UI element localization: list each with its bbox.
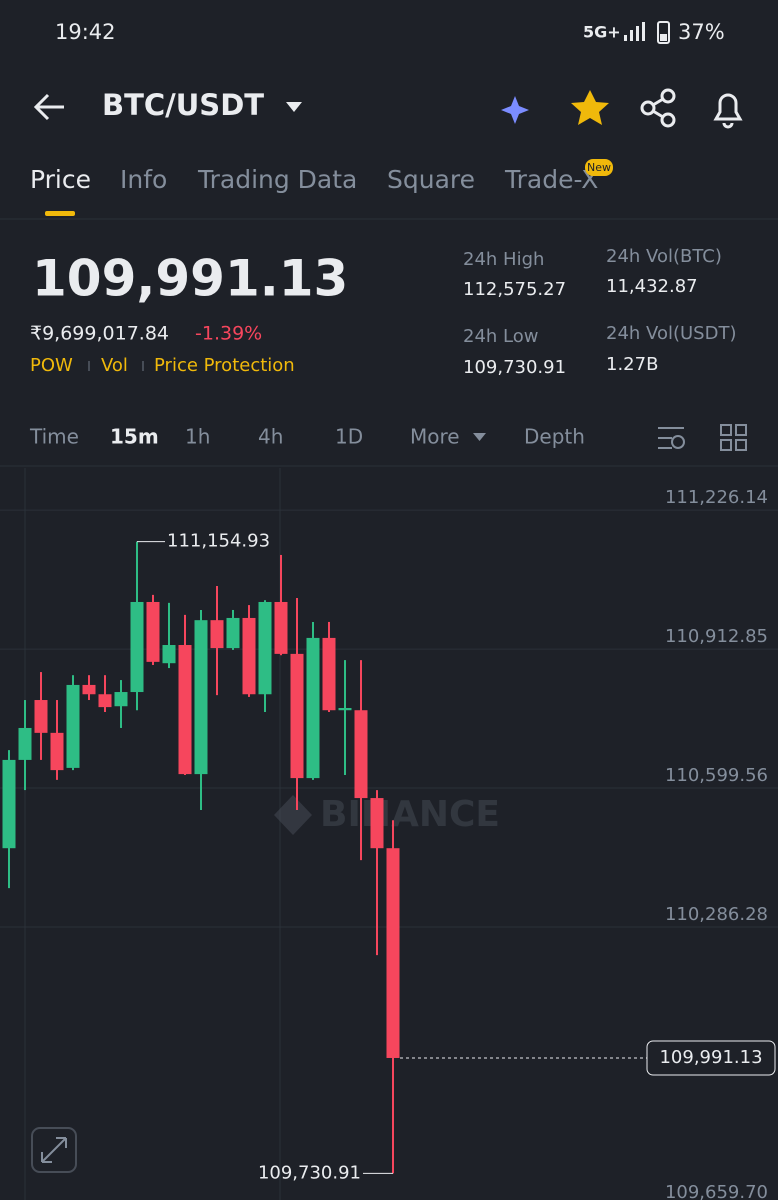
candle-body xyxy=(50,732,64,771)
share-icon[interactable] xyxy=(640,88,676,128)
tag[interactable]: Vol xyxy=(101,355,128,376)
local-price: ₹9,699,017.84 xyxy=(30,323,169,345)
candle-body xyxy=(114,692,128,707)
candle-body xyxy=(354,710,368,799)
tab[interactable]: Price xyxy=(30,165,91,194)
favorite-star[interactable] xyxy=(571,90,609,125)
interval[interactable]: 1D xyxy=(335,425,363,449)
tab[interactable]: Trade-X xyxy=(504,165,598,194)
pair-dropdown[interactable] xyxy=(286,102,302,112)
candle-body xyxy=(290,653,304,779)
stat-label: 24h High xyxy=(463,249,544,270)
last-price: 109,991.13 xyxy=(32,250,348,308)
back-button[interactable] xyxy=(33,93,64,121)
candle-body xyxy=(98,694,112,708)
status-battery: 37% xyxy=(678,20,725,44)
stat-label: 24h Vol(BTC) xyxy=(606,246,722,267)
stat-value: 109,730.91 xyxy=(463,357,566,378)
tag[interactable]: Price Protection xyxy=(154,355,295,376)
candle-body xyxy=(322,637,336,711)
battery-icon xyxy=(657,21,670,44)
interval[interactable]: 1h xyxy=(185,425,210,449)
watermark: BINANCE xyxy=(320,794,500,835)
last-price-label: 109,991.13 xyxy=(659,1047,762,1068)
active-tab-indicator xyxy=(45,211,75,216)
candle-body xyxy=(82,684,96,695)
signal-icon xyxy=(624,22,645,41)
candle-body xyxy=(210,620,224,649)
candle-body xyxy=(162,645,176,664)
candle-body xyxy=(386,848,400,1058)
status-time: 19:42 xyxy=(55,20,116,44)
candle-body xyxy=(338,708,352,711)
interval[interactable]: Time xyxy=(29,425,79,449)
stat-value: 1.27B xyxy=(606,354,658,375)
tag-separator xyxy=(142,361,144,371)
interval[interactable]: 15m xyxy=(110,425,159,449)
new-badge-text: New xyxy=(587,161,611,174)
interval[interactable]: Depth xyxy=(524,425,585,449)
stat-value: 112,575.27 xyxy=(463,279,566,300)
layout-icon[interactable] xyxy=(720,424,747,451)
ai-icon[interactable] xyxy=(501,96,529,124)
candle-body xyxy=(146,601,160,662)
interval[interactable]: 4h xyxy=(258,425,283,449)
tab[interactable]: Info xyxy=(120,165,167,194)
price-change: -1.39% xyxy=(195,323,262,345)
tag-separator xyxy=(88,361,90,371)
candle-body xyxy=(258,601,272,695)
candle-body xyxy=(274,601,288,654)
high-label: 111,154.93 xyxy=(167,531,270,552)
candle-body xyxy=(194,620,208,775)
stat-label: 24h Vol(USDT) xyxy=(606,323,736,344)
more-dropdown[interactable] xyxy=(473,433,486,441)
candle-body xyxy=(306,637,320,779)
status-network: 5G+ xyxy=(583,23,621,42)
candle-body xyxy=(2,759,16,849)
low-label: 109,730.91 xyxy=(258,1162,361,1183)
y-tick-label: 110,286.28 xyxy=(665,904,768,925)
pair-title[interactable]: BTC/USDT xyxy=(102,88,264,122)
stat-value: 11,432.87 xyxy=(606,276,698,297)
y-tick-label: 111,226.14 xyxy=(665,487,768,508)
alert-bell[interactable] xyxy=(713,93,743,129)
expand-icon xyxy=(41,1137,67,1163)
candle-body xyxy=(226,617,240,649)
chart-settings-icon[interactable] xyxy=(658,427,685,449)
candle-body xyxy=(66,684,80,768)
tab[interactable]: Trading Data xyxy=(197,165,357,194)
expand-button[interactable] xyxy=(31,1127,77,1173)
candle-body xyxy=(370,798,384,849)
watermark-logo xyxy=(274,795,312,835)
y-tick-label: 110,912.85 xyxy=(665,626,768,647)
y-tick-label: 109,659.70 xyxy=(665,1182,768,1200)
tab[interactable]: Square xyxy=(387,165,475,194)
y-tick-label: 110,599.56 xyxy=(665,765,768,786)
interval[interactable]: More xyxy=(410,425,460,449)
candle-body xyxy=(178,645,192,775)
new-badge xyxy=(585,159,613,176)
candle-body xyxy=(242,617,256,695)
candle-body xyxy=(130,601,144,693)
candle-body xyxy=(18,727,32,760)
stat-label: 24h Low xyxy=(463,326,538,347)
tag[interactable]: POW xyxy=(30,355,73,376)
last-price-box xyxy=(646,1040,776,1076)
candle-body xyxy=(34,700,48,733)
battery-level xyxy=(660,34,667,41)
